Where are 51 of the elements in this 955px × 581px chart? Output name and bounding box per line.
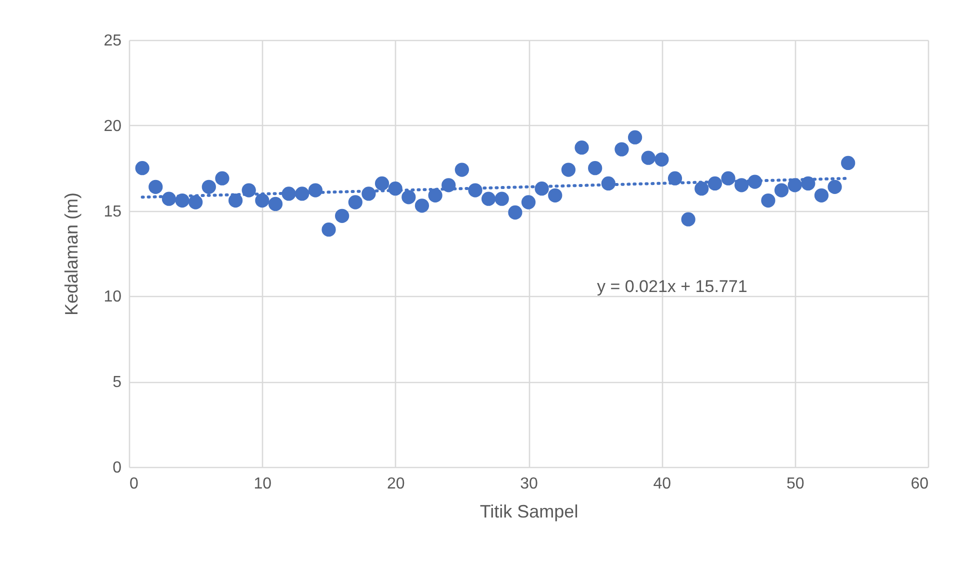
point	[841, 156, 856, 170]
x-tick-label: 20	[386, 476, 405, 492]
point	[628, 130, 642, 144]
point	[494, 192, 509, 206]
point	[428, 188, 442, 202]
point	[188, 195, 203, 210]
y-tick-label: 0	[112, 460, 122, 476]
point	[348, 195, 362, 210]
point	[694, 182, 709, 196]
x-tick-label: 60	[910, 476, 929, 492]
point	[508, 205, 522, 220]
point	[268, 196, 283, 212]
point	[814, 188, 829, 202]
point	[614, 142, 629, 156]
point	[561, 162, 576, 177]
point	[654, 152, 669, 167]
x-tick-label: 40	[653, 476, 672, 492]
y-tick-label: 20	[104, 118, 122, 135]
point	[374, 176, 390, 191]
point	[641, 150, 656, 165]
y-tick-label: 5	[112, 374, 122, 392]
x-tick-label: 30	[520, 476, 538, 492]
point	[402, 190, 416, 204]
x-tick-label: 0	[130, 476, 138, 492]
y-tick-label: 15	[104, 203, 122, 220]
x-tick-label: 50	[786, 476, 804, 492]
point	[228, 193, 243, 208]
point	[148, 180, 163, 194]
point	[414, 198, 430, 213]
x-tick-label: 10	[254, 476, 272, 492]
point	[548, 188, 562, 202]
y-tick-label: 10	[104, 288, 122, 306]
point	[334, 208, 350, 223]
point	[481, 192, 496, 206]
point	[215, 171, 230, 186]
point	[681, 212, 696, 226]
y-axis-title: Kedalaman (m)	[62, 192, 82, 316]
point	[454, 162, 469, 177]
point	[588, 161, 602, 176]
annotation: y = 0.021x + 15.771	[597, 277, 748, 296]
point	[521, 195, 536, 210]
point	[322, 222, 336, 237]
point	[574, 140, 589, 155]
point	[828, 180, 842, 194]
point	[761, 193, 776, 208]
point	[255, 193, 270, 208]
point	[202, 180, 216, 194]
x-axis-title: Titik Sampel	[480, 502, 578, 522]
point	[135, 161, 150, 176]
y-tick-label: 25	[104, 32, 122, 50]
point	[774, 183, 789, 198]
